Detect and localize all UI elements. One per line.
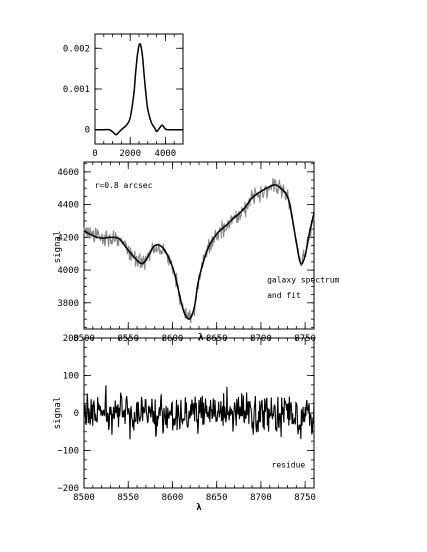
y-tick-label: 4600 [57,168,79,178]
y-tick-label: 4000 [57,266,79,276]
spectrum-annotations: r=0.8 arcsec galaxy spectrum and fit [95,181,340,300]
y-tick-label: −100 [57,447,79,457]
residue-ticks [83,337,315,489]
spectrum-ylabel: signal [53,231,63,264]
x-tick-label: 8700 [250,493,272,503]
chart-annotation: residue [272,460,306,469]
x-tick-label: 8600 [162,493,184,503]
noisy-series-line [83,385,315,440]
fit-series-line [83,184,315,320]
chart-annotation: and fit [267,291,301,300]
spectrum-panel: 8500 8550 8600 8650 8700 87503800400042004400… [53,161,340,344]
y-tick-label: 0 [85,126,90,136]
x-tick-label: 8550 [117,493,139,503]
y-tick-label: 0.001 [63,85,90,95]
chart-annotation: r=0.8 arcsec [95,181,153,190]
y-tick-label: 0.002 [63,44,90,54]
kernel-tick-labels: 0 2000 4000 0 0.001 0.002 [63,44,176,159]
spectrum-series [83,178,315,324]
y-tick-label: 100 [63,372,79,382]
residue-tick-labels: 8500 8550 8600 8650 8700 8750 −200 −100 0 100 200 [57,334,316,503]
residue-annotations: residue [272,460,306,469]
x-tick-label: 8500 [73,493,95,503]
kernel-series [95,43,184,136]
y-tick-label: −200 [57,484,79,494]
y-tick-label: 0 [74,409,79,419]
chart-annotation: galaxy spectrum [267,275,339,284]
x-tick-label: 8650 [206,493,228,503]
residue-xlabel: λ [196,503,202,513]
x-tick-label: 4000 [155,149,177,159]
y-tick-label: 200 [63,334,79,344]
kernel-plot-frame [94,33,184,145]
y-tick-label: 4400 [57,201,79,211]
x-tick-label: 0 [92,149,97,159]
residue-panel: 8500 8550 8600 8650 8700 8750−200−1000100200 … [53,334,316,513]
x-tick-label: 8750 [294,493,316,503]
fit-series-line [95,43,184,136]
spectrum-ticks [83,162,315,329]
y-tick-label: 3800 [57,299,79,309]
y-tick-label: 4200 [57,233,79,243]
x-tick-label: 2000 [119,149,141,159]
residue-ylabel: signal [53,397,63,430]
residue-series [83,385,315,440]
kernel-ticks [94,34,184,144]
noisy-series-line [83,178,315,324]
kernel-panel: 0 2000 4000 0 0.001 0.002 [63,33,184,159]
